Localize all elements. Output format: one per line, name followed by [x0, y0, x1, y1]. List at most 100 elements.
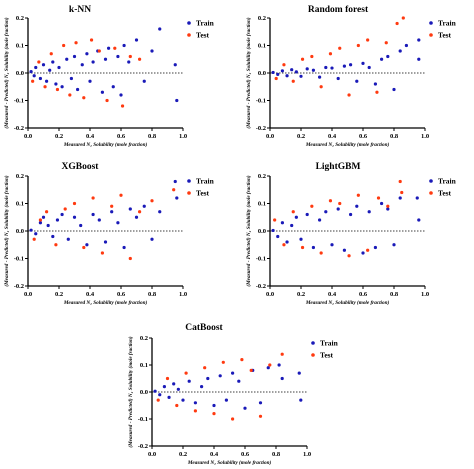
point-train — [51, 60, 55, 64]
point-train — [373, 82, 377, 86]
point-train — [158, 27, 162, 31]
legend-label-train: Train — [196, 19, 215, 28]
point-test — [398, 179, 402, 184]
point-train — [142, 204, 146, 208]
point-train — [142, 79, 146, 83]
point-test — [258, 414, 263, 418]
x-axis-label: Measured N₂ Solubility (mole fraction) — [63, 141, 148, 148]
point-train — [34, 232, 38, 236]
point-test — [395, 21, 399, 26]
point-test — [38, 218, 43, 222]
point-test — [300, 57, 305, 61]
point-test — [32, 237, 36, 241]
point-train — [386, 207, 390, 211]
point-test — [156, 398, 160, 402]
point-train — [200, 385, 204, 389]
point-train — [290, 223, 294, 228]
point-train — [116, 221, 120, 225]
y-tick-label: 0.1 — [16, 201, 24, 208]
point-train — [150, 49, 154, 53]
point-train — [103, 57, 108, 61]
point-train — [224, 398, 228, 402]
point-train — [107, 46, 111, 50]
point-train — [80, 63, 84, 67]
point-train — [153, 389, 157, 393]
legend-marker-train — [187, 21, 191, 25]
x-tick-label: 0.6 — [359, 133, 368, 140]
point-train — [417, 38, 421, 42]
point-test — [138, 210, 142, 214]
point-test — [212, 412, 216, 416]
point-train — [181, 398, 185, 402]
y-tick-label: 0.0 — [16, 70, 24, 77]
point-test — [128, 256, 132, 261]
point-train — [51, 234, 55, 239]
point-train — [299, 398, 303, 402]
point-test — [338, 46, 342, 50]
legend-label-train: Train — [196, 177, 215, 186]
panel-title: LightGBM — [316, 162, 361, 172]
point-test — [105, 98, 109, 103]
point-train — [276, 72, 280, 76]
point-test — [347, 93, 351, 97]
point-test — [376, 196, 381, 200]
point-train — [119, 93, 123, 97]
y-tick-label: -0.1 — [138, 416, 148, 423]
x-axis-label: Measured N₂ Solubility (mole fraction) — [63, 299, 148, 306]
point-test — [231, 417, 235, 421]
point-train — [373, 245, 377, 250]
point-test — [45, 210, 49, 214]
point-train — [54, 82, 58, 86]
point-train — [380, 57, 384, 61]
point-train — [127, 60, 131, 64]
point-test — [31, 79, 35, 83]
point-test — [175, 403, 179, 408]
legend-label-train: Train — [438, 177, 457, 186]
x-tick-label: 0.0 — [266, 291, 274, 298]
point-train — [324, 210, 328, 214]
point-train — [60, 85, 64, 89]
point-test — [386, 204, 390, 208]
point-train — [38, 221, 43, 225]
legend-label-test: Test — [196, 31, 210, 40]
legend-marker-test — [187, 33, 191, 37]
point-train — [116, 54, 120, 59]
point-train — [212, 403, 216, 408]
point-test — [172, 188, 176, 192]
point-test — [138, 57, 142, 61]
y-tick-label: -0.2 — [256, 125, 266, 132]
point-train — [404, 43, 408, 48]
point-train — [158, 210, 162, 214]
point-train — [134, 38, 139, 42]
point-train — [392, 87, 396, 92]
point-train — [60, 212, 64, 217]
point-train — [361, 61, 365, 65]
y-tick-label: 0.2 — [258, 15, 266, 22]
point-test — [128, 54, 132, 59]
y-tick-label: -0.1 — [14, 98, 24, 105]
point-train — [417, 218, 421, 222]
point-train — [85, 243, 89, 247]
point-train — [417, 57, 421, 61]
point-train — [398, 49, 402, 53]
y-axis-label: (Measured - Predicted) N₂ Solubility (mo… — [127, 336, 134, 448]
point-train — [305, 212, 309, 217]
point-test — [72, 201, 77, 206]
x-tick-label: 0.2 — [55, 291, 63, 298]
point-train — [218, 374, 222, 378]
legend-label-test: Test — [196, 189, 210, 198]
point-train — [277, 363, 281, 367]
legend-label-train: Train — [320, 339, 339, 348]
x-tick-label: 0.8 — [148, 133, 157, 140]
legend-label-test: Test — [320, 351, 334, 360]
point-train — [380, 201, 384, 206]
point-test — [273, 218, 277, 222]
point-test — [375, 90, 379, 94]
point-train — [173, 179, 177, 184]
point-test — [291, 79, 295, 83]
x-tick-label: 0.8 — [390, 291, 399, 298]
point-test — [268, 363, 272, 367]
y-tick-label: 0.1 — [16, 43, 24, 50]
